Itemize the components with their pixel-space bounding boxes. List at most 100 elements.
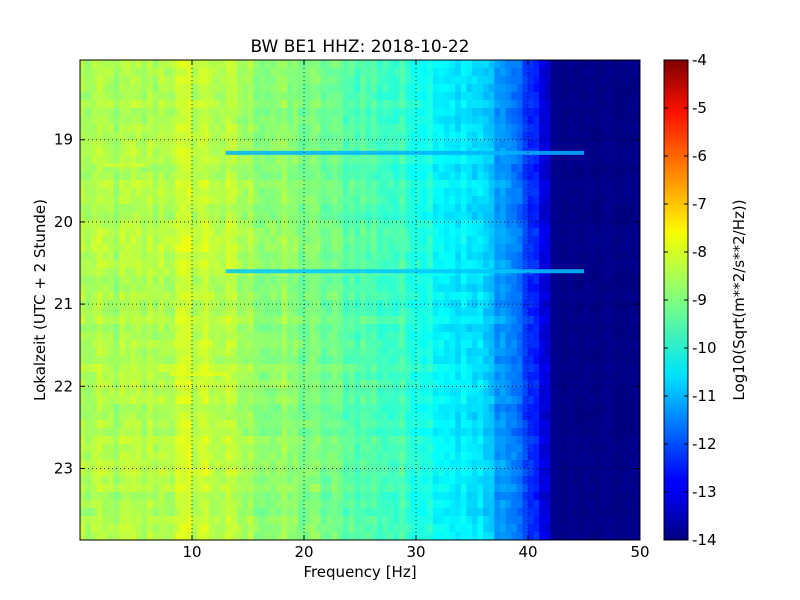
heatmap-cell [276,444,283,453]
heatmap-cell [606,372,613,381]
heatmap-cell [556,220,563,229]
heatmap-cell [214,212,221,221]
heatmap-cell [332,324,339,333]
heatmap-cell [348,108,355,117]
heatmap-cell [80,220,87,229]
heatmap-cell [220,404,227,413]
heatmap-cell [421,364,428,373]
heatmap-cell [500,156,507,165]
heatmap-cell [404,100,411,109]
heatmap-cell [276,212,283,221]
heatmap-cell [438,444,445,453]
heatmap-cell [315,76,322,85]
heatmap-cell [276,108,283,117]
heatmap-cell [248,436,255,445]
heatmap-cell [304,380,311,389]
heatmap-cell [522,364,529,373]
spectrogram-heatmap [80,60,640,540]
heatmap-cell [119,348,126,357]
heatmap-cell [466,380,473,389]
heatmap-cell [292,308,299,317]
heatmap-cell [572,356,579,365]
heatmap-cell [360,180,367,189]
heatmap-cell [533,348,540,357]
heatmap-cell [628,444,635,453]
heatmap-cell [623,372,630,381]
heatmap-cell [460,228,467,237]
heatmap-cell [449,140,456,149]
heatmap-cell [477,100,484,109]
heatmap-cell [444,244,451,253]
heatmap-cell [309,108,316,117]
heatmap-cell [214,396,221,405]
heatmap-cell [483,380,490,389]
heatmap-cell [578,204,585,213]
heatmap-cell [337,420,344,429]
heatmap-cell [208,308,215,317]
heatmap-cell [628,100,635,109]
heatmap-cell [561,228,568,237]
heatmap-cell [236,92,243,101]
heatmap-cell [197,260,204,269]
heatmap-cell [236,140,243,149]
heatmap-cell [214,244,221,253]
heatmap-cell [628,92,635,101]
heatmap-cell [522,396,529,405]
heatmap-cell [214,316,221,325]
heatmap-cell [80,132,87,141]
heatmap-cell [432,388,439,397]
heatmap-cell [578,76,585,85]
heatmap-cell [96,372,103,381]
heatmap-cell [550,244,557,253]
heatmap-cell [214,420,221,429]
heatmap-cell [197,148,204,157]
heatmap-cell [382,236,389,245]
heatmap-cell [158,276,165,285]
heatmap-cell [192,68,199,77]
heatmap-cell [96,140,103,149]
heatmap-cell [292,156,299,165]
heatmap-cell [130,444,137,453]
heatmap-cell [393,316,400,325]
heatmap-cell [119,204,126,213]
heatmap-cell [309,340,316,349]
heatmap-cell [326,108,333,117]
heatmap-cell [410,60,417,69]
heatmap-cell [102,124,109,133]
heatmap-cell [371,340,378,349]
heatmap-cell [416,116,423,125]
heatmap-cell [147,180,154,189]
heatmap-cell [292,132,299,141]
heatmap-cell [298,420,305,429]
heatmap-cell [404,196,411,205]
heatmap-cell [332,396,339,405]
heatmap-cell [388,60,395,69]
heatmap-cell [589,324,596,333]
heatmap-cell [444,404,451,413]
heatmap-cell [550,372,557,381]
heatmap-cell [533,444,540,453]
heatmap-cell [449,372,456,381]
heatmap-cell [287,68,294,77]
heatmap-cell [539,428,546,437]
heatmap-cell [606,276,613,285]
heatmap-cell [192,300,199,309]
heatmap-cell [287,308,294,317]
heatmap-cell [427,404,434,413]
heatmap-cell [399,140,406,149]
heatmap-cell [600,436,607,445]
heatmap-cell [612,348,619,357]
heatmap-cell [466,372,473,381]
heatmap-cell [315,348,322,357]
heatmap-cell [393,140,400,149]
heatmap-cell [164,212,171,221]
heatmap-cell [85,252,92,261]
heatmap-cell [416,76,423,85]
heatmap-cell [533,332,540,341]
heatmap-cell [427,436,434,445]
heatmap-cell [511,140,518,149]
heatmap-cell [567,196,574,205]
heatmap-cell [388,204,395,213]
heatmap-cell [584,396,591,405]
heatmap-cell [556,76,563,85]
